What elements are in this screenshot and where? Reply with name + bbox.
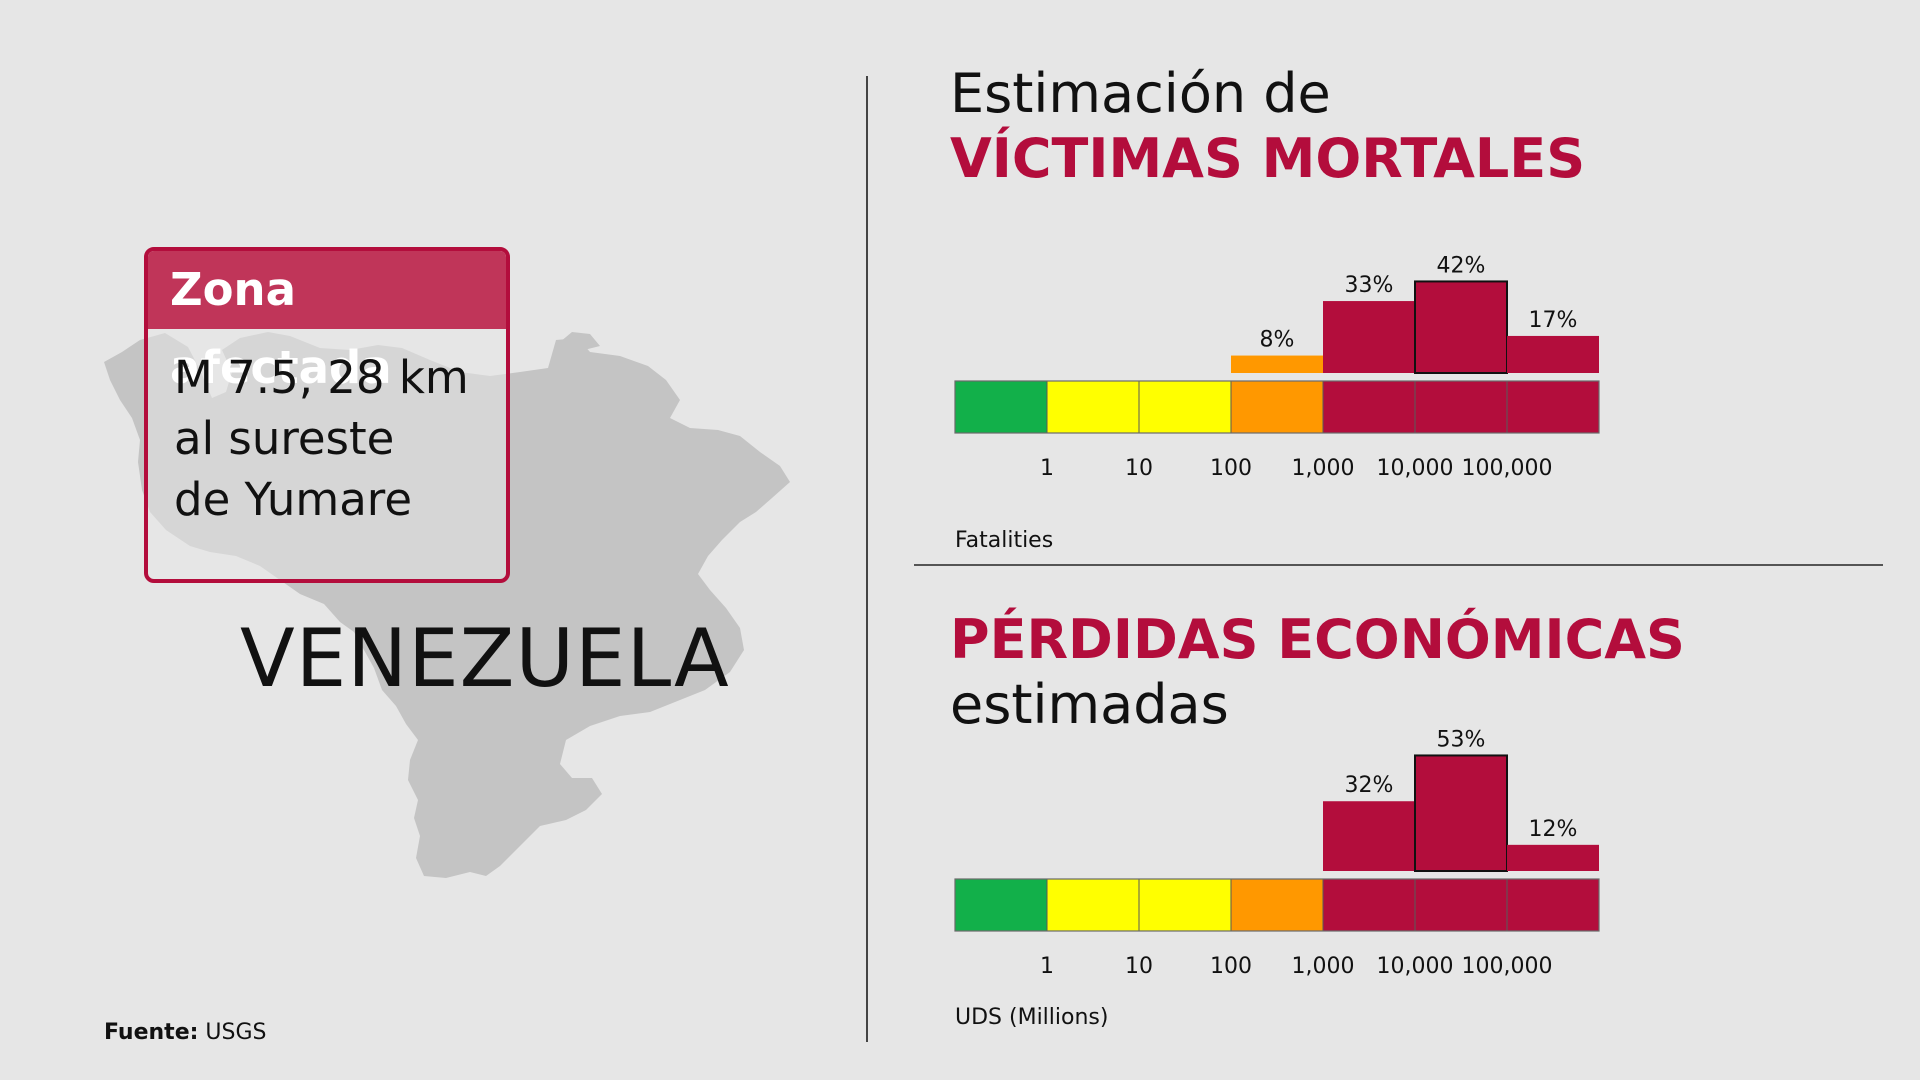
histogram-bar [1507, 844, 1599, 871]
tick-label: 100,000 [1462, 456, 1553, 481]
scale-segment [1322, 380, 1416, 434]
location-line-3: de Yumare [174, 473, 413, 526]
location-line-2: al sureste [174, 412, 395, 465]
affected-zone-title: Zona afectada [148, 251, 506, 394]
affected-zone-box: Zona afectada M 7.5, 28 km al sureste de… [144, 247, 510, 583]
scale-segment [1230, 878, 1324, 932]
horizontal-divider [914, 564, 1883, 566]
fatalities-title-line2: VÍCTIMAS MORTALES [950, 127, 1586, 190]
histogram-bar [1414, 280, 1508, 374]
tick-label: 1 [1040, 954, 1054, 979]
losses-title-line1: PÉRDIDAS ECONÓMICAS [950, 608, 1685, 671]
fatalities-title-line1: Estimación de [950, 62, 1331, 125]
scale-segment [1506, 878, 1600, 932]
source-value: USGS [205, 1020, 267, 1045]
tick-label: 100,000 [1462, 954, 1553, 979]
source-label: Fuente: [104, 1020, 199, 1045]
tick-label: 10,000 [1377, 954, 1454, 979]
tick-label: 1 [1040, 456, 1054, 481]
scale-border [954, 878, 1600, 932]
bar-value-label: 12% [1529, 817, 1578, 842]
source-note: Fuente: USGS [104, 1020, 267, 1045]
country-label: VENEZUELA [240, 612, 730, 705]
affected-zone-description: M 7.5, 28 km al sureste de Yumare [148, 329, 506, 530]
scale-segment [1138, 878, 1232, 932]
scale-segment [1322, 878, 1416, 932]
bar-value-label: 32% [1345, 773, 1394, 798]
scale-segment [1046, 878, 1140, 932]
tick-label: 10 [1125, 456, 1153, 481]
scale-segment [954, 878, 1048, 932]
vertical-divider [866, 76, 868, 1042]
scale-segment [1230, 380, 1324, 434]
location-line-1: M 7.5, 28 km [174, 351, 469, 404]
histogram-bar [1323, 301, 1415, 373]
tick-label: 100 [1210, 954, 1252, 979]
scale-border [954, 380, 1600, 434]
fatalities-axis-label: Fatalities [955, 528, 1054, 553]
bar-value-label: 17% [1529, 308, 1578, 333]
histogram-bar [1231, 355, 1323, 373]
bar-value-label: 53% [1437, 727, 1486, 752]
histogram-bar [1507, 335, 1599, 373]
scale-segment [1414, 380, 1508, 434]
bar-value-label: 42% [1437, 253, 1486, 278]
scale-segment [1506, 380, 1600, 434]
tick-label: 1,000 [1292, 954, 1355, 979]
tick-label: 1,000 [1292, 456, 1355, 481]
bar-value-label: 33% [1345, 273, 1394, 298]
losses-title-line2: estimadas [950, 673, 1229, 736]
scale-segment [1414, 878, 1508, 932]
scale-segment [1138, 380, 1232, 434]
tick-label: 10,000 [1377, 456, 1454, 481]
tick-label: 10 [1125, 954, 1153, 979]
histogram-bar [1414, 754, 1508, 873]
bar-value-label: 8% [1260, 328, 1295, 353]
losses-axis-label: UDS (Millions) [955, 1005, 1109, 1030]
tick-label: 100 [1210, 456, 1252, 481]
histogram-bar [1323, 801, 1415, 871]
